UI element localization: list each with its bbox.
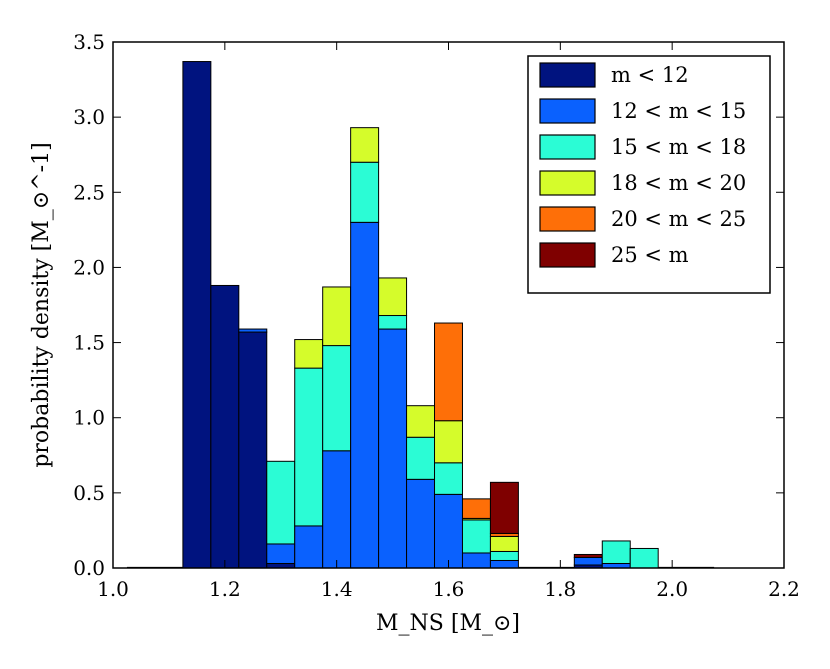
x-tick-label: 1.4 (321, 577, 353, 601)
bar-segment (182, 61, 212, 569)
bar-segment (434, 462, 463, 495)
legend-swatch (539, 134, 596, 160)
bar-segment (238, 331, 268, 569)
bar-segment (489, 550, 519, 561)
y-tick-label: 1.0 (73, 406, 105, 430)
y-tick-label: 3.0 (73, 105, 105, 129)
x-tick-label: 1.0 (97, 577, 129, 601)
bar-segment (294, 339, 324, 369)
x-axis-label: M_NS [M_⊙] (376, 611, 520, 636)
legend-swatch (539, 206, 596, 232)
legend-label: 18 < m < 20 (611, 171, 746, 195)
legend: m < 12 12 < m < 15 15 < m < 18 18 < m < 20 2… (527, 55, 771, 294)
bar-segment (322, 286, 352, 347)
bar-segment (406, 436, 436, 480)
x-tick-label: 1.8 (544, 577, 576, 601)
bar-segment (434, 420, 463, 464)
legend-label: 20 < m < 25 (611, 207, 746, 231)
plot-frame (112, 41, 785, 569)
legend-label: m < 12 (611, 63, 689, 87)
legend-swatch (539, 242, 596, 268)
legend-swatch (539, 62, 596, 88)
x-tick-label: 1.6 (433, 577, 465, 601)
bar-segment (489, 535, 519, 552)
x-tick-label: 2.0 (656, 577, 688, 601)
bar-segment (378, 328, 408, 569)
bar-segment (461, 552, 491, 569)
y-axis-label: probability density [M_⊙^-1] (29, 142, 54, 467)
legend-swatch (539, 170, 596, 196)
bar-segment (461, 519, 491, 554)
y-tick-label: 2.5 (73, 180, 105, 204)
bar-segment (489, 481, 519, 534)
legend-label: 12 < m < 15 (611, 99, 746, 123)
bar-segment (266, 460, 296, 545)
bar-segment (461, 498, 491, 519)
bar-segment (294, 525, 324, 569)
bar-segment (350, 161, 380, 223)
x-tick-label: 2.2 (768, 577, 800, 601)
legend-swatch (539, 98, 596, 124)
y-axis-label-text: probability density [M_⊙^-1] (29, 142, 54, 467)
bar-segment (601, 540, 631, 564)
bar-segment (266, 543, 296, 564)
y-tick-label: 2.0 (73, 255, 105, 279)
legend-label: 15 < m < 18 (611, 135, 746, 159)
bar-segment (322, 345, 352, 452)
bar-segment (489, 559, 519, 569)
bar-segment (238, 328, 268, 333)
bar-segment (434, 493, 463, 569)
y-tick-label: 3.5 (73, 30, 105, 54)
bar-segment (629, 547, 659, 569)
bar-segment (434, 322, 463, 422)
y-tick-label: 1.5 (73, 331, 105, 355)
bar-segment (573, 553, 603, 558)
bar-segment (378, 315, 408, 330)
bar-segment (406, 478, 436, 569)
bar-segment (350, 221, 380, 569)
legend-label: 25 < m (611, 243, 689, 267)
bar-segment (378, 277, 408, 317)
x-axis-label-text: M_NS [M_⊙] (376, 611, 520, 636)
bar-segment (210, 284, 240, 569)
x-tick-label: 1.2 (209, 577, 241, 601)
bar-segment (294, 367, 324, 527)
bar-segment (322, 450, 352, 569)
y-tick-label: 0.0 (73, 556, 105, 580)
y-tick-label: 0.5 (73, 481, 105, 505)
bar-segment (406, 405, 436, 438)
bar-layer (126, 61, 715, 569)
bar-segment (350, 127, 380, 163)
bar-segment (573, 556, 603, 566)
